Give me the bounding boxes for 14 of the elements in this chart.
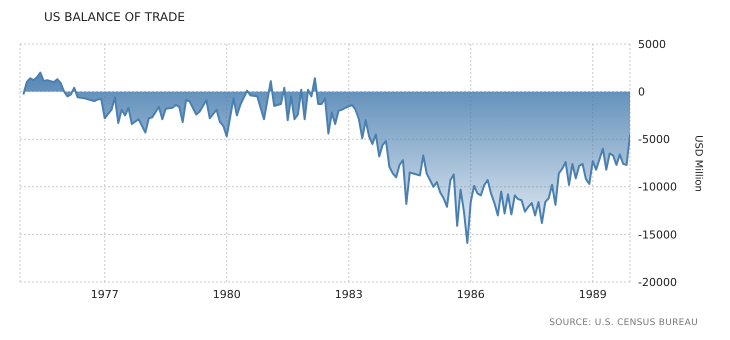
x-tick-label: 1986 [456, 288, 485, 301]
y-tick-label: 5000 [638, 38, 666, 51]
x-tick-label: 1989 [578, 288, 607, 301]
y-axis-title: USD Million [692, 134, 704, 194]
y-tick-label: -20000 [638, 276, 677, 289]
y-tick-label: -15000 [638, 228, 677, 242]
y-tick-label: -5000 [638, 133, 670, 146]
x-tick-label: 1983 [334, 288, 363, 301]
source-note: SOURCE: U.S. CENSUS BUREAU [549, 318, 698, 328]
y-tick-label: 0 [638, 86, 645, 99]
x-tick-label: 1977 [90, 288, 119, 301]
chart-title: US BALANCE OF TRADE [44, 10, 185, 24]
y-tick-label: -10000 [638, 180, 677, 194]
x-tick-label: 1980 [212, 288, 241, 301]
